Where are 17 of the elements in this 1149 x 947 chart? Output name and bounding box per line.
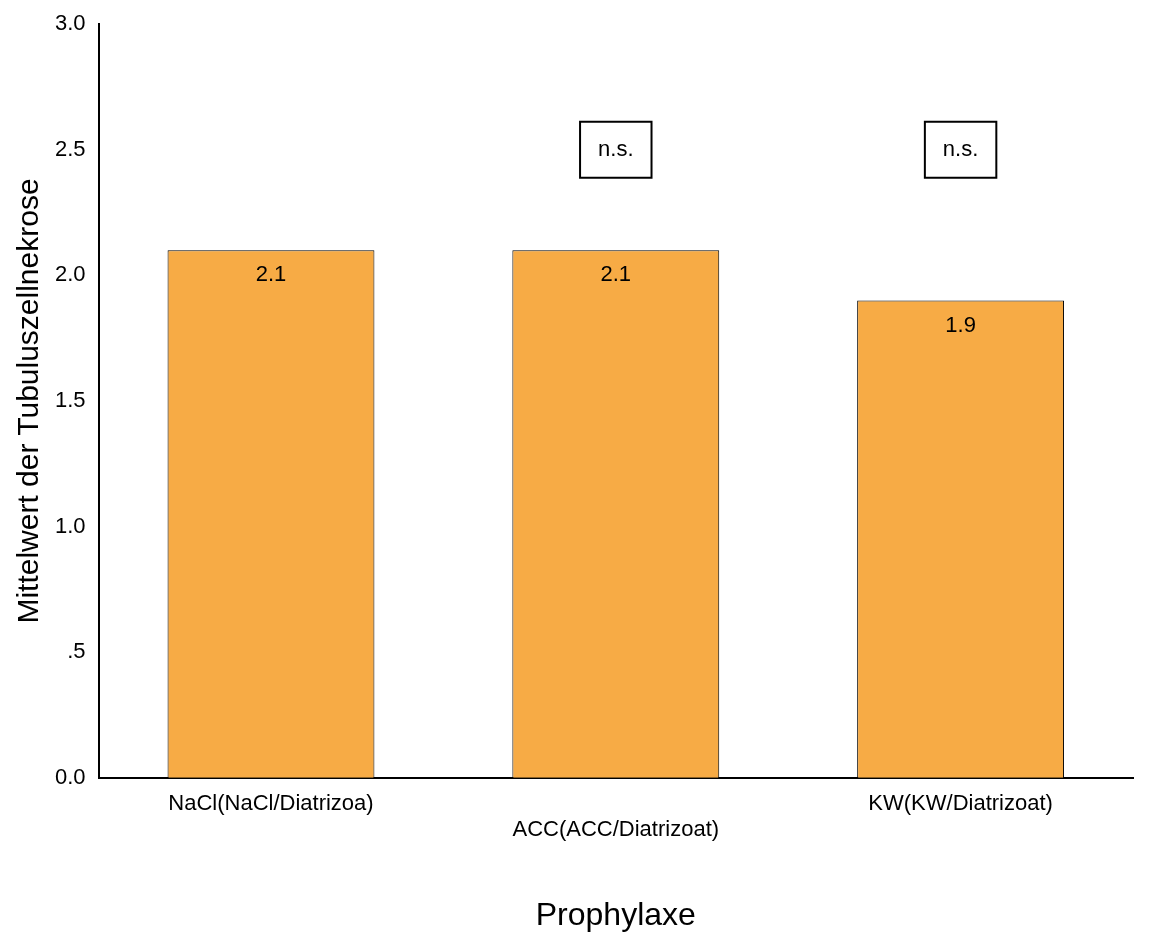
x-tick-label: NaCl(NaCl/Diatrizoa): [168, 790, 374, 816]
y-tick-label: 0.0: [54, 763, 86, 789]
y-axis-title: Mittelwert der Tubuluszellnekrose: [11, 178, 45, 624]
y-tick-label: 1.0: [54, 512, 86, 538]
y-tick-label: .5: [67, 638, 86, 664]
annotation: n.s.: [942, 135, 979, 161]
y-tick-label: 2.5: [54, 135, 86, 161]
y-tick-label: 3.0: [54, 10, 86, 36]
x-tick-label: ACC(ACC/Diatrizoat): [512, 816, 720, 842]
x-tick-label: KW(KW/Diatrizoat): [868, 790, 1053, 816]
x-axis-title: Prophylaxe: [535, 895, 696, 932]
data-label: 2.1: [600, 261, 632, 287]
annotation: n.s.: [598, 135, 634, 161]
data-label: 2.1: [255, 261, 287, 287]
y-tick-label: 1.5: [54, 387, 86, 413]
data-label: 1.9: [945, 311, 976, 337]
y-tick-label: 2.0: [54, 261, 86, 287]
